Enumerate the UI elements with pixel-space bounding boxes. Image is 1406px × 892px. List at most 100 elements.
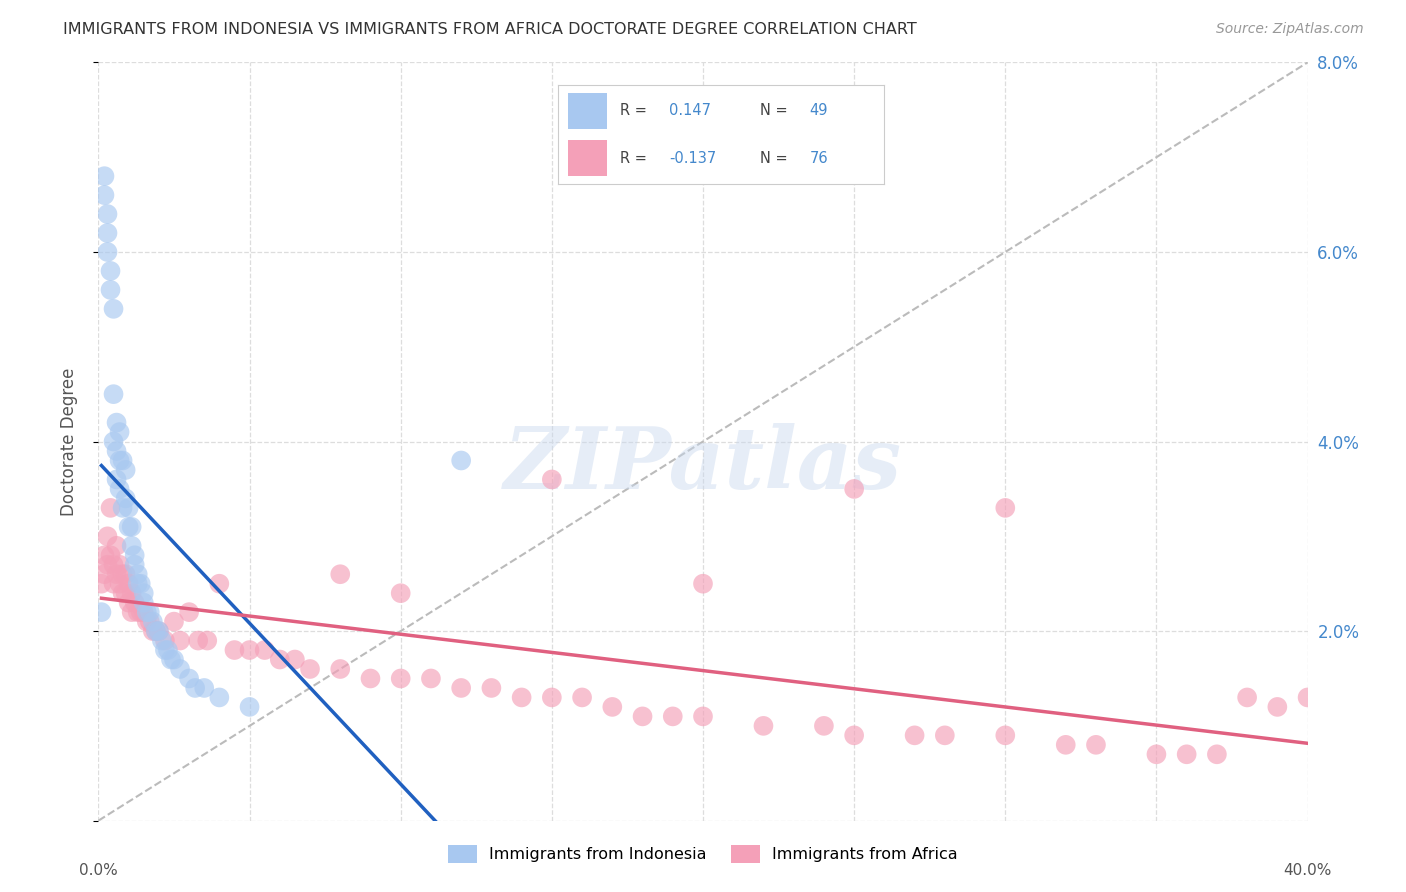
Point xyxy=(121,539,143,553)
Point xyxy=(100,500,122,515)
Point xyxy=(329,567,352,582)
Point xyxy=(100,264,122,278)
Point xyxy=(108,576,131,591)
Text: Source: ZipAtlas.com: Source: ZipAtlas.com xyxy=(1216,22,1364,37)
Point xyxy=(179,672,201,686)
Point xyxy=(752,719,775,733)
Point xyxy=(195,633,218,648)
Point xyxy=(299,662,322,676)
Point xyxy=(631,709,654,723)
Text: 0.0%: 0.0% xyxy=(79,863,118,879)
Point xyxy=(93,548,115,563)
Point xyxy=(269,652,291,666)
Point xyxy=(100,283,122,297)
Point xyxy=(153,643,176,657)
Point xyxy=(1206,747,1229,762)
Point xyxy=(150,633,173,648)
Point xyxy=(90,605,112,619)
Text: IMMIGRANTS FROM INDONESIA VS IMMIGRANTS FROM AFRICA DOCTORATE DEGREE CORRELATION: IMMIGRANTS FROM INDONESIA VS IMMIGRANTS … xyxy=(63,22,917,37)
Point xyxy=(813,719,835,733)
Point xyxy=(103,301,125,316)
Point xyxy=(124,558,146,572)
Point xyxy=(93,567,115,582)
Text: ZIPatlas: ZIPatlas xyxy=(503,423,903,506)
Point xyxy=(105,473,128,487)
Point xyxy=(994,500,1017,515)
Point xyxy=(1144,747,1167,762)
Point xyxy=(103,387,125,401)
Point xyxy=(114,567,136,582)
Point xyxy=(994,728,1017,742)
Point xyxy=(96,244,118,259)
Point xyxy=(96,558,118,572)
Point xyxy=(124,596,146,610)
Point xyxy=(103,576,125,591)
Point xyxy=(111,500,134,515)
Point xyxy=(148,624,170,639)
Point xyxy=(692,576,714,591)
Point xyxy=(114,491,136,506)
Point xyxy=(114,586,136,600)
Point xyxy=(142,615,165,629)
Point xyxy=(540,473,562,487)
Point xyxy=(1236,690,1258,705)
Point xyxy=(118,500,141,515)
Point xyxy=(121,605,143,619)
Point xyxy=(389,672,412,686)
Point xyxy=(450,681,472,695)
Point xyxy=(129,605,152,619)
Point xyxy=(100,548,122,563)
Point xyxy=(692,709,714,723)
Point xyxy=(139,605,162,619)
Point xyxy=(103,434,125,449)
Point xyxy=(153,633,176,648)
Point xyxy=(1054,738,1077,752)
Point xyxy=(111,586,134,600)
Point xyxy=(111,453,134,467)
Point xyxy=(90,576,112,591)
Point xyxy=(118,520,141,534)
Point xyxy=(844,482,866,496)
Point xyxy=(93,169,115,184)
Point xyxy=(184,681,207,695)
Point xyxy=(96,226,118,240)
Point xyxy=(108,425,131,439)
Y-axis label: Doctorate Degree: Doctorate Degree xyxy=(59,368,77,516)
Point xyxy=(510,690,533,705)
Point xyxy=(163,652,186,666)
Point xyxy=(934,728,956,742)
Point xyxy=(108,558,131,572)
Point xyxy=(163,615,186,629)
Point xyxy=(481,681,503,695)
Legend: Immigrants from Indonesia, Immigrants from Africa: Immigrants from Indonesia, Immigrants fr… xyxy=(441,838,965,870)
Point xyxy=(132,586,155,600)
Point xyxy=(121,586,143,600)
Point xyxy=(329,662,352,676)
Point xyxy=(121,520,143,534)
Point xyxy=(118,596,141,610)
Point xyxy=(360,672,382,686)
Point xyxy=(105,444,128,458)
Point xyxy=(208,690,231,705)
Point xyxy=(239,643,262,657)
Point xyxy=(179,605,201,619)
Point xyxy=(142,624,165,639)
Point xyxy=(139,615,162,629)
Point xyxy=(96,529,118,543)
Point xyxy=(114,463,136,477)
Point xyxy=(208,576,231,591)
Point xyxy=(127,576,149,591)
Point xyxy=(450,453,472,467)
Point xyxy=(420,672,443,686)
Point xyxy=(145,624,167,639)
Point xyxy=(187,633,209,648)
Point xyxy=(108,453,131,467)
Point xyxy=(148,624,170,639)
Point xyxy=(169,662,191,676)
Point xyxy=(124,548,146,563)
Point xyxy=(239,699,262,714)
Point xyxy=(118,576,141,591)
Point xyxy=(1175,747,1198,762)
Point xyxy=(160,652,183,666)
Point xyxy=(904,728,927,742)
